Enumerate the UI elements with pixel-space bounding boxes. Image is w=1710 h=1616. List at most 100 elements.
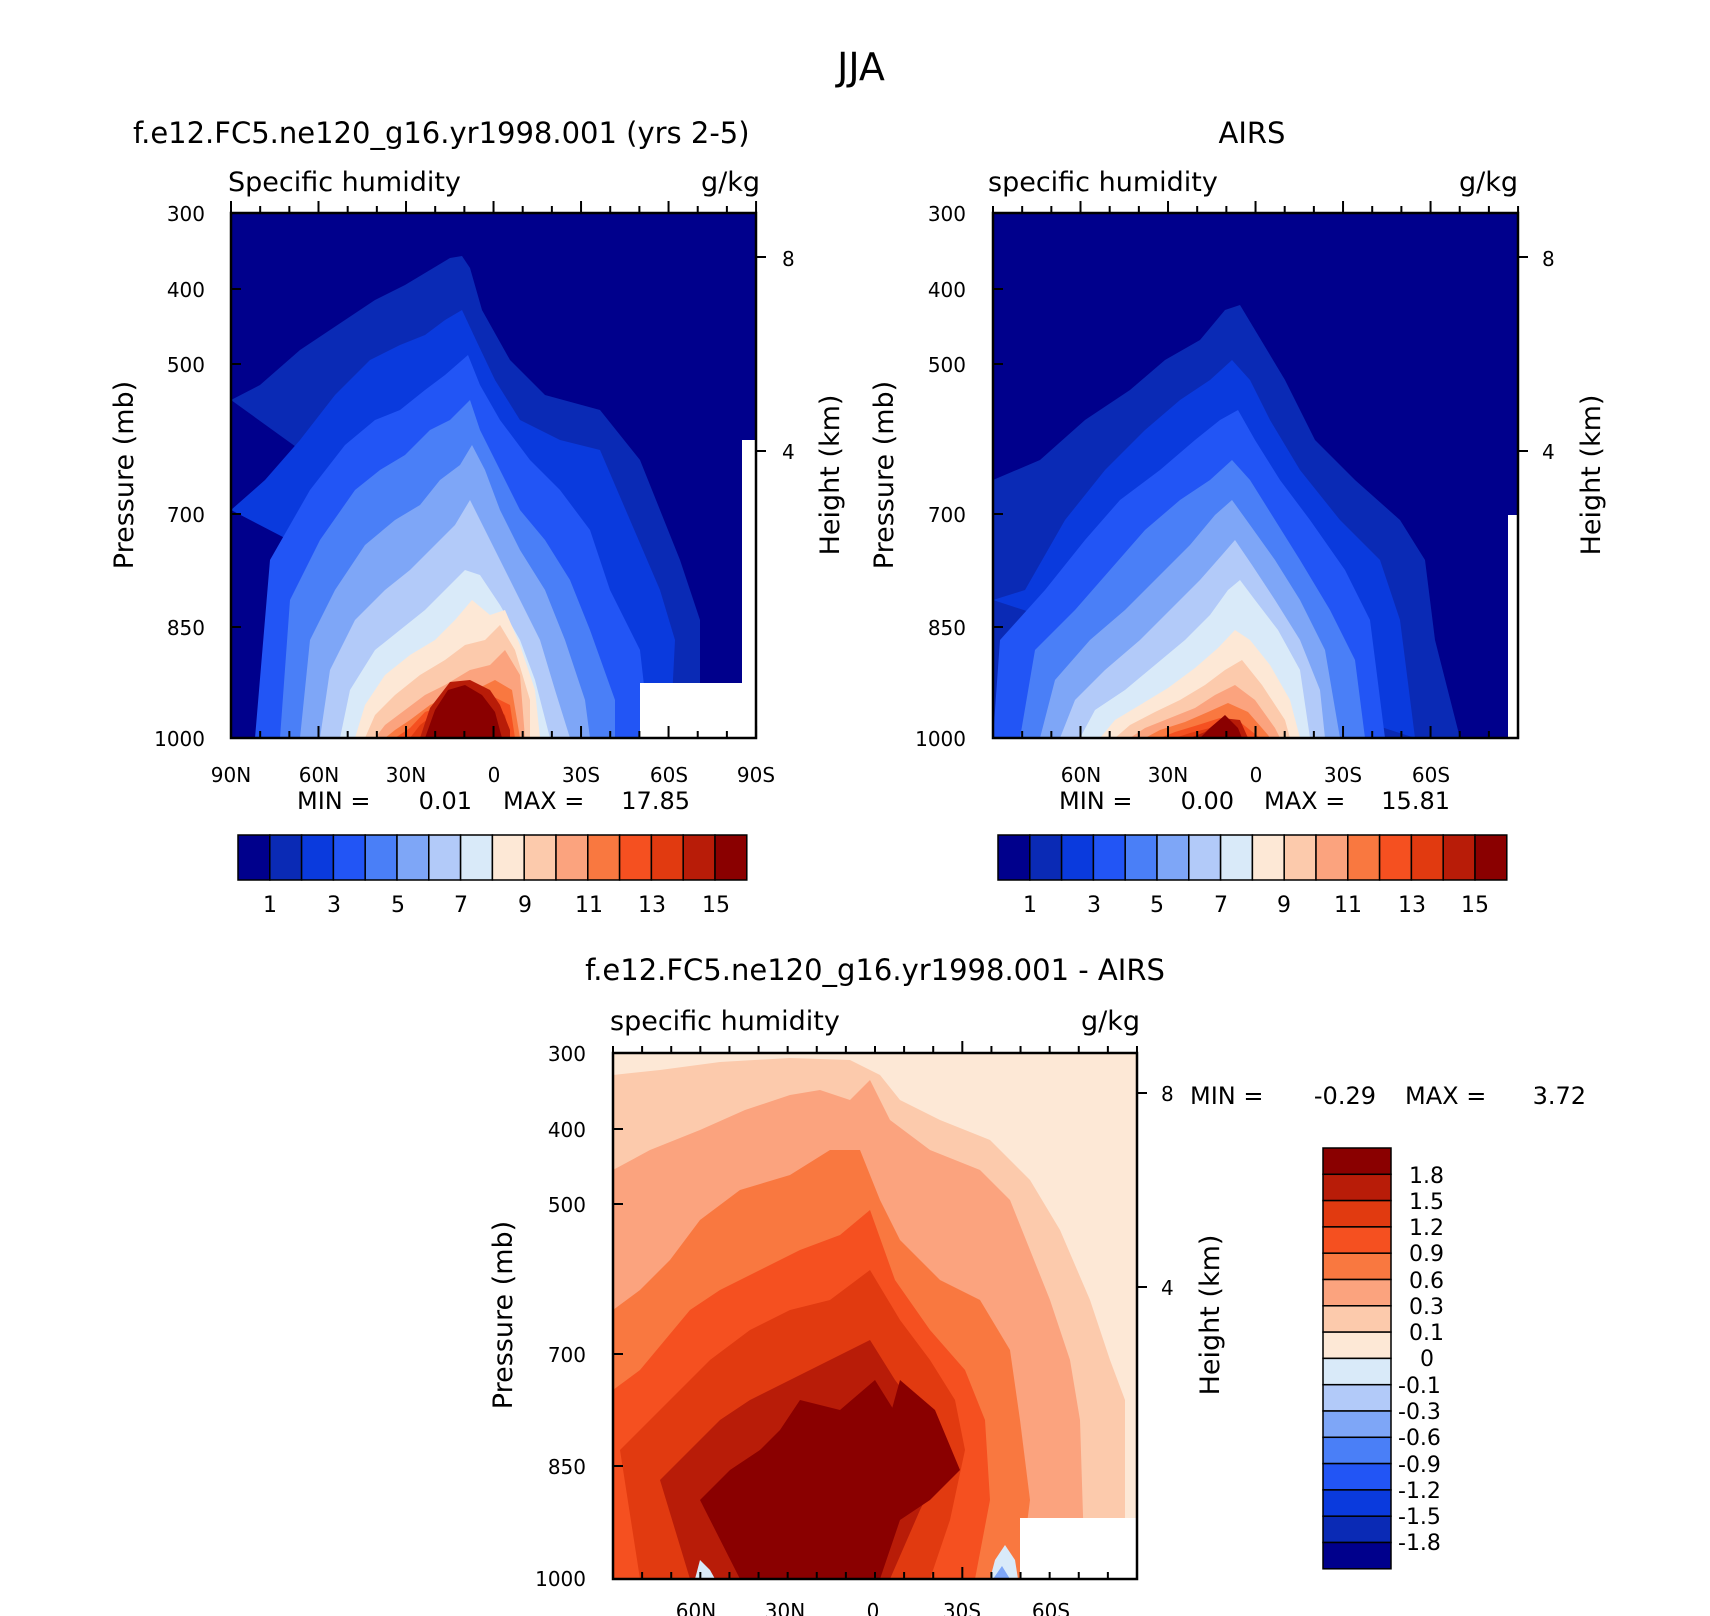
cb-diff-tick-neg0.6: -0.6 [1398,1426,1441,1451]
cb-obs-swatch-14 [1442,834,1476,881]
cb-model-tick-1: 1 [263,893,277,918]
cb-obs-swatch-10 [1315,834,1349,881]
panel-model-colorbar-ticks: 1 3 5 7 9 11 13 15 [263,893,730,918]
cb-model-swatch-10 [555,834,589,881]
panel-difference-title: f.e12.FC5.ne120_g16.yr1998.001 - AIRS [585,953,1165,987]
panel-difference-ylabel-right: Height (km) [1195,1235,1226,1396]
cb-diff-tick-1.5: 1.5 [1409,1190,1444,1215]
cb-model-swatch-7 [459,834,494,881]
ytick-diff-700: 700 [548,1343,586,1367]
ytick-obs-400: 400 [928,278,966,302]
cb-diff-swatch-4 [1322,1252,1392,1281]
panel-difference-min-value: -0.29 [1314,1082,1376,1110]
model-missing-data-edge [742,440,756,738]
cb-model-tick-15: 15 [702,893,730,918]
cb-diff-swatch-11 [1322,1436,1392,1465]
cb-diff-swatch-2 [1322,1199,1392,1228]
panel-obs-colorbar-ticks: 1 3 5 7 9 11 13 15 [1023,893,1489,918]
ytick-model-400: 400 [167,278,205,302]
cb-model-swatch-1 [269,834,303,881]
cb-diff-swatch-7 [1322,1331,1392,1360]
panel-model-units: g/kg [701,167,760,198]
cb-model-swatch-3 [332,834,366,881]
diff-fill-max [740,1380,960,1579]
cb-model-tick-5: 5 [391,893,405,918]
panel-obs-contours [993,213,1518,738]
cb-obs-tick-5: 5 [1150,893,1164,918]
cb-diff-swatch-14 [1322,1515,1392,1544]
panel-difference: f.e12.FC5.ne120_g16.yr1998.001 - AIRS sp… [488,953,1586,1616]
ytick-obs-300: 300 [928,202,966,226]
panel-obs: AIRS specific humidity g/kg 300 400 500 … [869,116,1607,918]
cb-diff-swatch-10 [1322,1410,1392,1439]
cb-obs-swatch-8 [1251,834,1285,881]
panel-obs-min-value: 0.00 [1181,787,1234,815]
xtick-model-30s: 30S [562,763,600,787]
cb-model-swatch-5 [396,834,430,881]
xtick-obs-60s: 60S [1412,763,1450,787]
cb-model-swatch-4 [364,834,398,881]
panel-difference-contours [613,1053,1137,1579]
panel-model-max-value: 17.85 [621,787,690,815]
cb-model-tick-11: 11 [575,893,603,918]
ytick-right-diff-4: 4 [1161,1276,1174,1300]
cb-obs-swatch-15 [1474,834,1508,881]
panel-obs-units: g/kg [1459,167,1518,198]
xtick-diff-60s: 60S [1032,1599,1070,1616]
ytick-obs-1000: 1000 [915,727,966,751]
panel-obs-min-label: MIN = [1059,787,1132,815]
cb-obs-swatch-3 [1092,834,1126,881]
cb-model-tick-7: 7 [454,893,468,918]
cb-obs-swatch-11 [1347,834,1381,881]
cb-diff-tick-0.3: 0.3 [1409,1295,1444,1320]
cb-diff-tick-neg0.1: -0.1 [1398,1374,1441,1399]
ytick-model-1000: 1000 [154,727,205,751]
cb-model-swatch-11 [587,834,621,881]
cb-model-swatch-14 [682,834,716,881]
cb-obs-swatch-5 [1156,834,1190,881]
panel-obs-ylabel: Pressure (mb) [869,381,900,569]
panel-model-min-value: 0.01 [419,787,472,815]
cb-diff-swatch-6 [1322,1305,1392,1333]
cb-diff-swatch-1 [1322,1173,1392,1202]
cb-model-swatch-13 [650,834,684,881]
cb-obs-tick-13: 13 [1398,893,1426,918]
cb-diff-tick-neg1.5: -1.5 [1398,1505,1441,1530]
cb-obs-swatch-1 [1029,834,1063,881]
panel-model-min-label: MIN = [297,787,370,815]
ytick-diff-500: 500 [548,1193,586,1217]
panel-obs-colorbar [997,834,1508,881]
ytick-right-model-4: 4 [782,440,795,464]
xtick-diff-60n: 60N [676,1599,716,1616]
cb-diff-swatch-15 [1322,1541,1392,1570]
panel-model-contours [231,213,756,738]
cb-diff-tick-1.2: 1.2 [1409,1216,1444,1241]
panel-model-left-label: Specific humidity [228,167,461,198]
xtick-model-0: 0 [488,763,501,787]
cb-diff-swatch-8 [1322,1357,1392,1386]
cb-obs-swatch-9 [1283,834,1317,881]
cb-obs-swatch-0 [997,834,1031,881]
ytick-right-obs-8: 8 [1542,247,1555,271]
cb-obs-swatch-13 [1410,834,1444,881]
panel-obs-title: AIRS [1219,116,1286,150]
cb-diff-swatch-13 [1322,1489,1392,1517]
ytick-right-model-8: 8 [782,247,795,271]
panel-difference-max-label: MAX = [1405,1082,1486,1110]
ytick-model-500: 500 [167,353,205,377]
cb-model-tick-3: 3 [327,893,341,918]
diff-missing-data-box [1020,1518,1137,1579]
cb-diff-tick-1.8: 1.8 [1409,1164,1444,1189]
xtick-obs-30n: 30N [1148,763,1188,787]
cb-diff-tick-neg0.3: -0.3 [1398,1400,1441,1425]
panel-difference-ylabel: Pressure (mb) [488,1221,519,1409]
cb-diff-swatch-9 [1322,1383,1392,1412]
cb-diff-swatch-5 [1322,1278,1392,1307]
cb-diff-tick-0: 0 [1420,1347,1434,1372]
ytick-model-850: 850 [167,616,205,640]
xtick-model-60n: 60N [299,763,339,787]
ytick-diff-400: 400 [548,1118,586,1142]
model-fill-level-15 [425,685,502,738]
panel-model-ticks [230,201,766,739]
